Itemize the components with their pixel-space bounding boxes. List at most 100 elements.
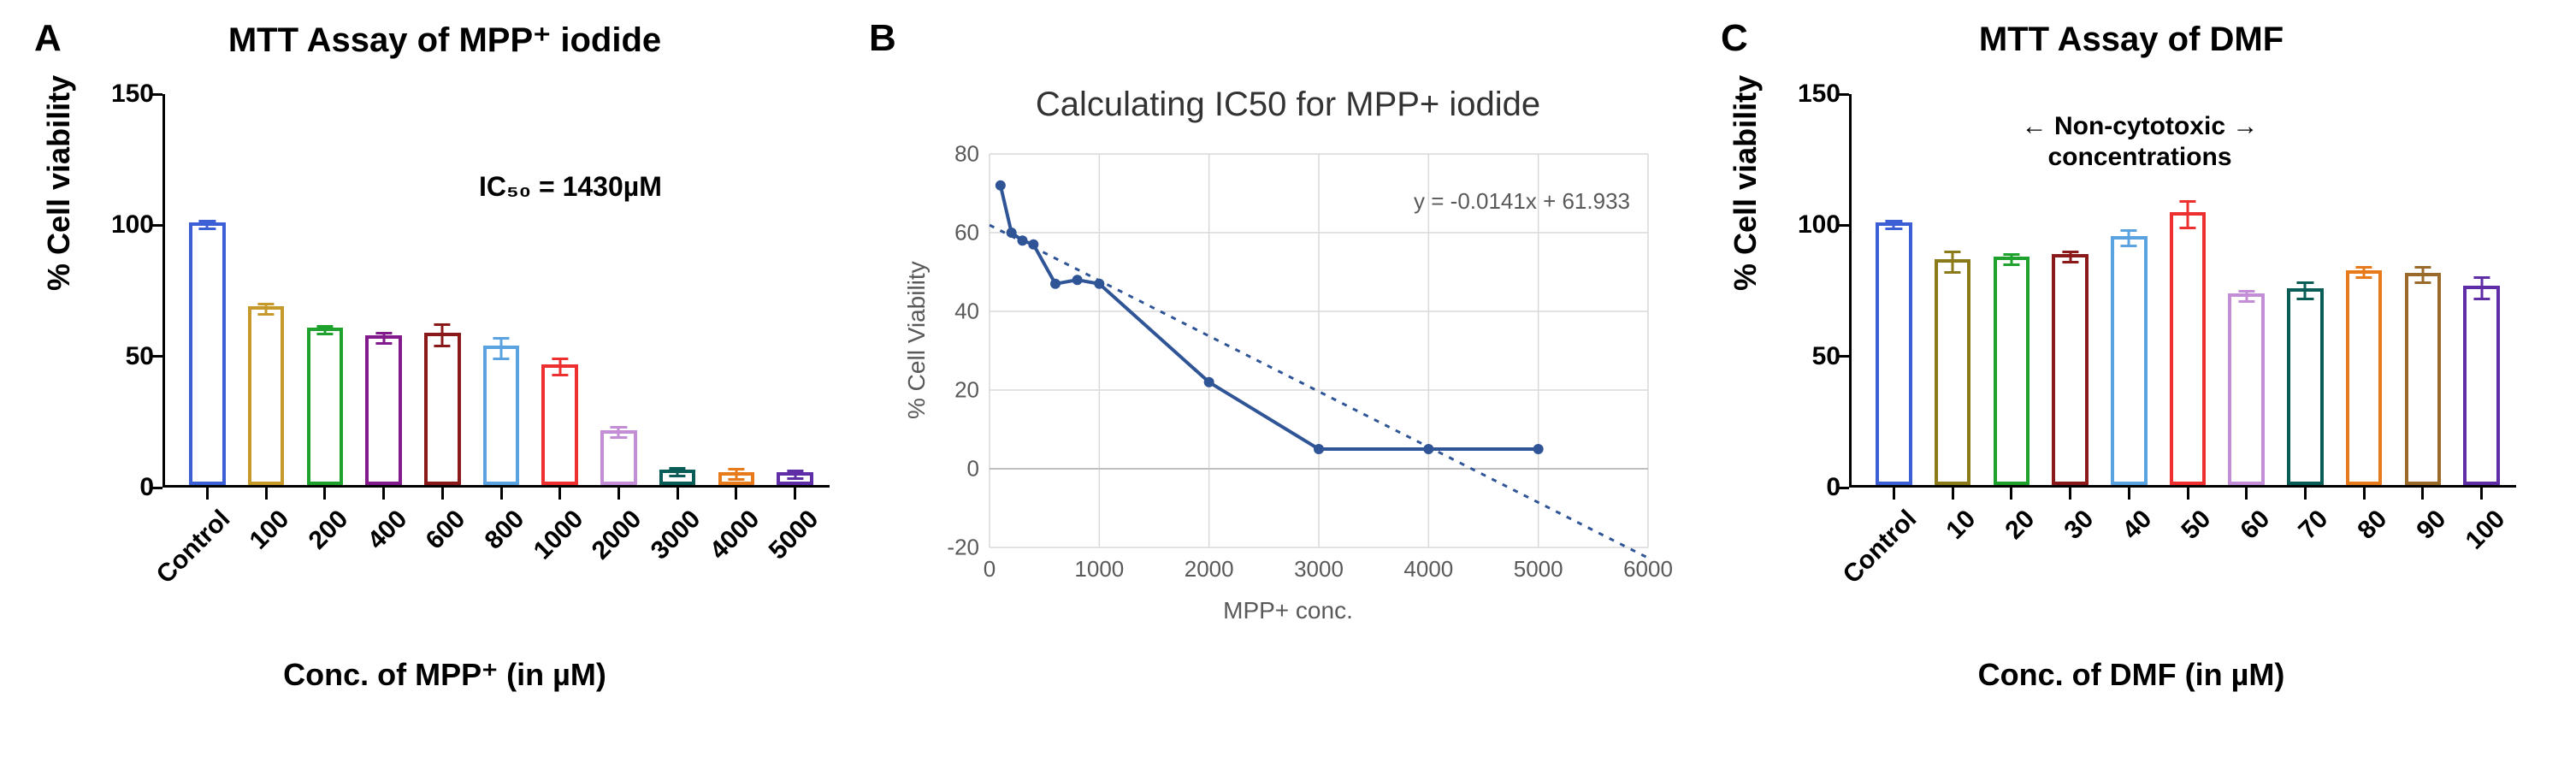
panel-c-errorcap xyxy=(2473,298,2490,300)
panel-c-noncytotoxic-text: ← Non-cytotoxic →concentrations xyxy=(2022,112,2259,171)
panel-c-errorcap xyxy=(1944,251,1960,253)
panel-a-xtick xyxy=(265,488,268,500)
panel-c-xtick xyxy=(1893,488,1895,500)
panel-a-errorbar xyxy=(558,359,561,375)
panel-b-title: Calculating IC50 for MPP+ iodide xyxy=(869,86,1707,124)
panel-c-y-axis xyxy=(1849,94,1852,488)
panel-c-xtick xyxy=(2069,488,2071,500)
panel-c-xtick xyxy=(2421,488,2424,500)
panel-a-ylabel: % Cell viability xyxy=(41,75,77,291)
panel-c-xtick xyxy=(1952,488,1954,500)
panel-a-errorcap xyxy=(316,325,333,328)
panel-c-errorcap xyxy=(2062,261,2078,263)
panel-a-ytick-label: 100 xyxy=(77,210,154,240)
panel-a: A MTT Assay of MPP⁺ iodide % Cell viabil… xyxy=(34,17,855,744)
panel-a-errorcap xyxy=(728,468,744,470)
panel-c-ytick-label: 150 xyxy=(1764,80,1840,109)
panel-a-ytick-label: 50 xyxy=(77,342,154,371)
panel-a-errorcap xyxy=(670,467,686,470)
panel-c-xtick xyxy=(2304,488,2307,500)
panel-c-errorcap xyxy=(2414,281,2431,284)
panel-c-bar xyxy=(2287,288,2324,485)
panel-b-ytick-label: 60 xyxy=(919,220,979,246)
panel-a-bar xyxy=(189,222,226,485)
panel-c-errorcap xyxy=(2179,227,2195,229)
panel-c-xtick xyxy=(2187,488,2189,500)
panel-c-x-axis xyxy=(1849,485,2516,488)
panel-c-xtick xyxy=(2363,488,2366,500)
panel-b-xtick-label: 4000 xyxy=(1403,556,1453,583)
panel-a-bar xyxy=(541,364,578,485)
panel-a-xtick xyxy=(794,488,796,500)
panel-a-errorcap xyxy=(611,436,627,439)
panel-c-errorcap xyxy=(2297,298,2313,300)
panel-a-errorcap xyxy=(199,220,216,222)
panel-a-errorcap xyxy=(257,313,274,316)
panel-c-xtick xyxy=(2245,488,2248,500)
panel-c-ytick-label: 0 xyxy=(1764,473,1840,502)
panel-a-errorcap xyxy=(434,345,451,347)
panel-b-ytick-label: 20 xyxy=(919,377,979,404)
panel-a-errorcap xyxy=(552,358,568,360)
panel-b-marker xyxy=(1072,275,1083,285)
panel-c-errorcap xyxy=(2179,200,2195,203)
panel-a-xtick xyxy=(735,488,737,500)
panel-c-bar xyxy=(2228,293,2265,485)
panel-c-errorcap xyxy=(2356,276,2372,279)
panel-b-ytick-label: 0 xyxy=(919,456,979,482)
panel-c-errorcap xyxy=(2062,251,2078,253)
panel-c-errorcap xyxy=(2003,253,2019,256)
panel-a-errorcap xyxy=(493,337,509,340)
panel-a-xtick xyxy=(558,488,561,500)
panel-c-ytick-label: 100 xyxy=(1764,210,1840,240)
panel-c-bar xyxy=(2111,236,2148,485)
panel-a-xtick xyxy=(323,488,326,500)
panel-c-xtick xyxy=(2010,488,2012,500)
panel-a-bar xyxy=(307,328,344,485)
panel-a-title: MTT Assay of MPP⁺ iodide xyxy=(34,21,855,60)
panel-c-xlabel: Conc. of DMF (in µM) xyxy=(1721,657,2542,693)
panel-b-marker xyxy=(996,180,1006,191)
panel-a-errorcap xyxy=(375,332,392,334)
panel-b-data-line xyxy=(1001,186,1539,449)
panel-a-errorcap xyxy=(787,477,803,480)
panel-b-xtick-label: 1000 xyxy=(1074,556,1124,583)
panel-c-errorcap xyxy=(2356,266,2372,269)
panel-c-errorbar xyxy=(2480,278,2483,299)
panel-a-xtick xyxy=(617,488,620,500)
panel-b-marker xyxy=(1314,444,1324,454)
panel-c-errorbar xyxy=(2421,267,2424,282)
panel-c-errorbar xyxy=(2187,202,2189,228)
panel-b-xtick-label: 6000 xyxy=(1623,556,1673,583)
panel-a-errorcap xyxy=(375,342,392,345)
panel-a-errorcap xyxy=(199,228,216,230)
panel-c-errorcap xyxy=(2121,245,2137,247)
panel-c-ytick-label: 50 xyxy=(1764,342,1840,371)
panel-c-bar xyxy=(2405,273,2442,485)
panel-c-errorcap xyxy=(1886,228,1902,230)
panel-c-ylabel: % Cell viability xyxy=(1728,75,1764,291)
panel-a-bar xyxy=(424,333,461,485)
panel-c-noncytotoxic-annotation: ← Non-cytotoxic →concentrations xyxy=(1960,111,2319,173)
panel-b-equation: y = -0.0141x + 61.933 xyxy=(1414,188,1630,215)
panel-a-errorbar xyxy=(441,325,444,346)
panel-a-errorcap xyxy=(434,323,451,326)
panel-b-xtick-label: 0 xyxy=(984,556,996,583)
panel-a-errorcap xyxy=(493,358,509,360)
panel-a-bar xyxy=(365,335,402,485)
panel-b-marker xyxy=(1204,377,1214,387)
panel-b-letter: B xyxy=(869,17,896,60)
panel-c-errorcap xyxy=(1886,220,1902,222)
panel-a-errorcap xyxy=(670,475,686,477)
panel-a-bar xyxy=(248,306,285,485)
panel-b-marker xyxy=(1423,444,1433,454)
panel-c-xtick xyxy=(2128,488,2130,500)
panel-a-xlabel: Conc. of MPP⁺ (in µM) xyxy=(34,657,855,693)
panel-a-errorcap xyxy=(552,374,568,376)
panel-c-errorbar xyxy=(2128,230,2130,245)
panel-b-xlabel: MPP+ conc. xyxy=(869,597,1707,624)
panel-b-ytick-label: 40 xyxy=(919,299,979,325)
panel-c-errorcap xyxy=(2297,281,2313,284)
panel-c-bar xyxy=(1994,257,2030,485)
panel-a-xtick xyxy=(500,488,503,500)
